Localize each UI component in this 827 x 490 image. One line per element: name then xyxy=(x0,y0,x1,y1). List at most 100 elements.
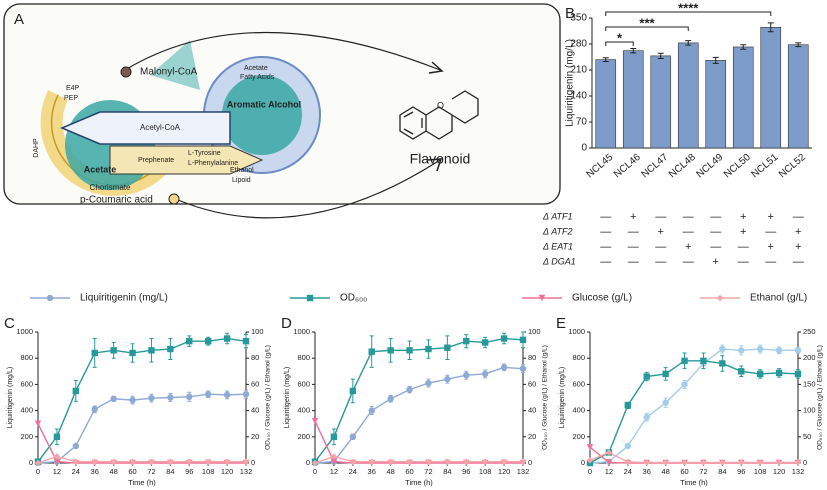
marker xyxy=(406,458,413,465)
x-tick-label: 24 xyxy=(349,467,357,476)
x-tick-label: 84 xyxy=(718,467,726,476)
genotype-mark: — xyxy=(765,256,776,268)
marker xyxy=(148,347,155,354)
marker xyxy=(34,420,42,427)
y-tick-label: 0 xyxy=(581,143,587,154)
genotype-mark: + xyxy=(768,211,774,223)
marker xyxy=(538,294,546,302)
marker xyxy=(204,391,212,398)
metabolite-label: Lipoid xyxy=(232,177,251,184)
marker xyxy=(681,381,688,388)
genotype-mark: — xyxy=(710,241,721,253)
marker xyxy=(91,349,98,357)
significance-bracket xyxy=(605,11,772,16)
y-tick-label: 210 xyxy=(570,65,587,76)
series-line xyxy=(314,337,524,463)
marker xyxy=(624,442,632,450)
legend-label: Glucose (g/L) xyxy=(572,293,632,304)
flavan-structure xyxy=(399,90,479,140)
y2-tick-label: 60 xyxy=(251,379,259,388)
x-tick-label: NCL49 xyxy=(694,152,725,181)
marker xyxy=(110,395,117,403)
metabolite-label: Aromatic Alcohol xyxy=(227,99,301,109)
marker xyxy=(72,442,80,450)
y-tick-label: 600 xyxy=(297,379,310,388)
genotype-mark: + xyxy=(740,226,746,238)
marker xyxy=(481,370,489,378)
marker xyxy=(775,347,783,354)
x-tick-label: 12 xyxy=(605,467,613,476)
y-tick-label: 140 xyxy=(570,91,587,102)
marker xyxy=(444,375,451,383)
y-tick-label: 0 xyxy=(29,458,33,467)
marker xyxy=(719,459,726,466)
y2-tick-label: 100 xyxy=(528,327,541,336)
y-tick-label: 200 xyxy=(297,432,310,441)
marker xyxy=(643,413,650,421)
y2-tick-label: 150 xyxy=(803,379,816,388)
y-tick-label: 0 xyxy=(581,458,585,467)
x-tick-label: NCL52 xyxy=(777,152,808,181)
y-axis-label: Liquiritigenin (mg/L) xyxy=(559,367,566,428)
acetyl-coa-arrow xyxy=(60,111,231,145)
x-tick-label: 108 xyxy=(479,467,492,476)
y-tick-label: 0 xyxy=(306,458,310,467)
genotype-mark: — xyxy=(600,226,611,238)
metabolite-label: Acetyl-CoA xyxy=(140,123,181,132)
genotype-mark: — xyxy=(738,241,749,253)
marker xyxy=(700,357,707,365)
marker xyxy=(605,449,613,456)
malonyl-dot xyxy=(120,66,132,78)
marker xyxy=(223,335,231,342)
y-tick-label: 350 xyxy=(570,13,587,24)
y-tick-label: 200 xyxy=(572,432,585,441)
marker xyxy=(223,391,231,399)
x-tick-label: 96 xyxy=(185,467,193,476)
marker xyxy=(110,458,117,465)
x-tick-label: 120 xyxy=(221,467,234,476)
marker xyxy=(738,347,745,354)
marker xyxy=(756,345,764,353)
x-axis-label: Time (h) xyxy=(405,478,433,487)
marker xyxy=(242,337,250,345)
marker xyxy=(586,457,594,464)
genotype-mark: — xyxy=(765,226,776,238)
legend-label: OD₆₀₀ xyxy=(340,293,367,304)
metabolite-label: DAHP xyxy=(33,138,40,158)
y-tick-label: 280 xyxy=(570,39,587,50)
marker xyxy=(129,396,136,404)
marker xyxy=(463,458,470,465)
y-tick-label: 800 xyxy=(20,353,33,362)
genotype-mark: — xyxy=(793,211,804,223)
marker xyxy=(519,365,527,372)
metabolite-label: Ethanol xyxy=(230,167,254,174)
arrow-head xyxy=(428,61,444,74)
marker xyxy=(719,345,726,353)
metabolite-label: Chorismate xyxy=(90,183,131,192)
marker xyxy=(425,379,432,387)
marker xyxy=(662,370,669,378)
marker xyxy=(463,372,470,379)
x-tick-label: 24 xyxy=(624,467,632,476)
series-line xyxy=(37,423,246,464)
series-line xyxy=(37,393,247,464)
bar xyxy=(787,44,809,149)
marker xyxy=(500,364,508,371)
marker xyxy=(110,347,117,354)
marker xyxy=(481,458,489,465)
x-axis-label: Time (h) xyxy=(128,478,156,487)
marker xyxy=(349,458,357,465)
x-tick-label: 24 xyxy=(72,467,80,476)
series-line xyxy=(589,446,798,464)
legend-label: Ethanol (g/L) xyxy=(750,293,807,304)
y-tick-label: 400 xyxy=(572,406,585,415)
marker xyxy=(311,459,319,467)
x-tick-label: NCL51 xyxy=(749,152,780,181)
marker xyxy=(242,458,250,465)
y2-tick-label: 60 xyxy=(528,379,536,388)
y-tick-label: 1000 xyxy=(568,327,585,336)
y2-tick-label: 0 xyxy=(251,458,255,467)
genotype-mark: — xyxy=(710,211,721,223)
x-tick-label: 60 xyxy=(128,467,136,476)
